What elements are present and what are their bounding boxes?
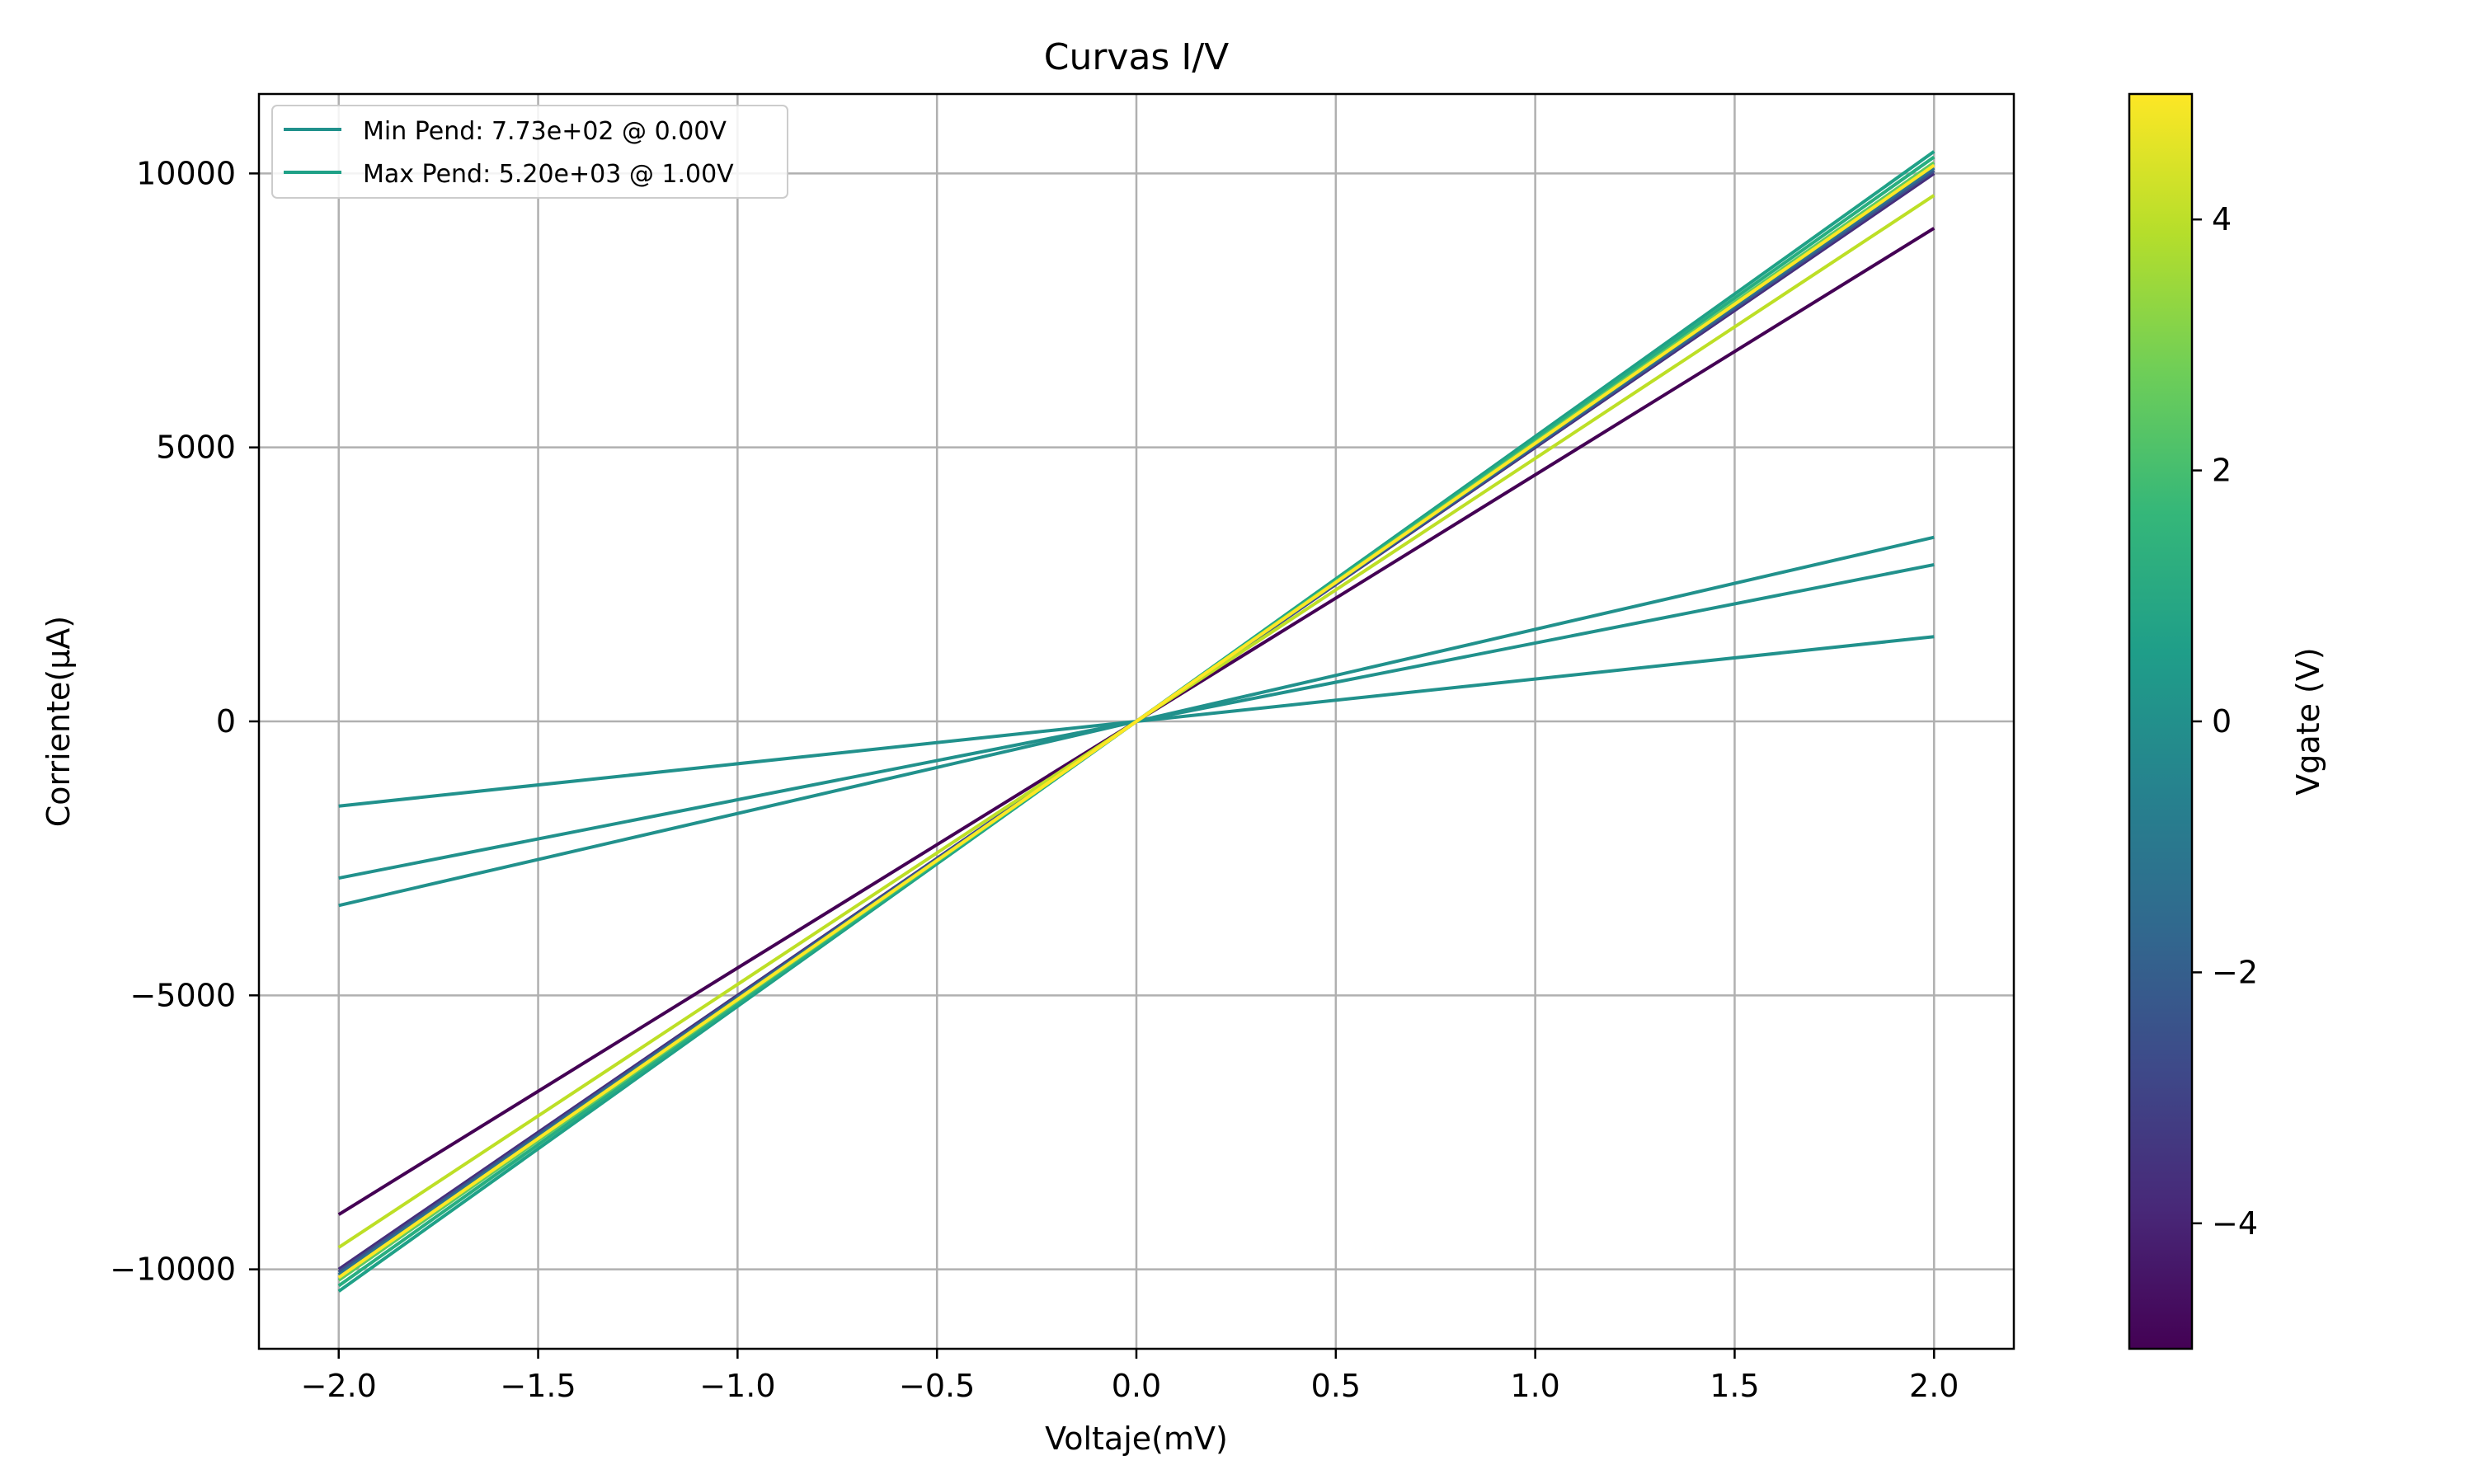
legend-label-min: Min Pend: 7.73e+02 @ 0.00V — [363, 117, 727, 146]
colorbar-tick-label: 2 — [2212, 453, 2232, 489]
colorbar-tick-label: −4 — [2212, 1205, 2258, 1242]
y-tick-label: 0 — [216, 703, 236, 740]
series-line-11 — [337, 163, 1935, 1280]
x-axis-ticks: −2.0 −1.5 −1.0 −0.5 0.0 0.5 1.0 1.5 2.0 — [301, 1349, 1959, 1404]
colorbar-ticks: −4 −2 0 2 4 — [2192, 201, 2258, 1242]
x-tick-label: −0.5 — [899, 1368, 975, 1404]
legend-label-max: Max Pend: 5.20e+03 @ 1.00V — [363, 160, 734, 189]
x-tick-label: 1.5 — [1710, 1368, 1759, 1404]
x-tick-label: 0.0 — [1112, 1368, 1161, 1404]
y-tick-label: 10000 — [136, 155, 236, 191]
x-tick-label: 1.0 — [1510, 1368, 1559, 1404]
y-axis-ticks: −10000 −5000 0 5000 10000 — [110, 155, 259, 1288]
colorbar-tick-label: −2 — [2212, 954, 2258, 990]
x-axis-label: Voltaje(mV) — [1045, 1421, 1228, 1457]
colorbar: −4 −2 0 2 4 Vgate (V) — [2128, 92, 2326, 1350]
x-tick-label: −2.0 — [301, 1368, 377, 1404]
legend: Min Pend: 7.73e+02 @ 0.00V Max Pend: 5.2… — [271, 105, 788, 199]
y-tick-label: 5000 — [156, 430, 236, 466]
y-axis-label: Corriente(μA) — [40, 616, 77, 827]
y-tick-label: −5000 — [129, 977, 236, 1013]
colorbar-gradient — [2128, 92, 2194, 1350]
colorbar-tick-label: 0 — [2212, 703, 2232, 740]
x-tick-label: 0.5 — [1311, 1368, 1361, 1404]
x-tick-label: −1.5 — [500, 1368, 576, 1404]
legend-box — [271, 105, 788, 199]
x-tick-label: −1.0 — [699, 1368, 775, 1404]
chart-title: Curvas I/V — [1044, 36, 1230, 78]
x-tick-label: 2.0 — [1909, 1368, 1959, 1404]
y-tick-label: −10000 — [110, 1252, 236, 1288]
series-group — [337, 150, 1935, 1293]
colorbar-tick-label: 4 — [2212, 201, 2232, 237]
colorbar-label: Vgate (V) — [2290, 647, 2326, 795]
